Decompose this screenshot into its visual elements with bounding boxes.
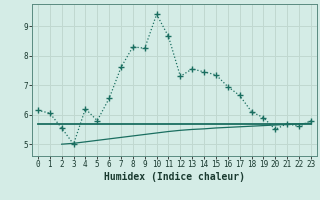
X-axis label: Humidex (Indice chaleur): Humidex (Indice chaleur): [104, 172, 245, 182]
